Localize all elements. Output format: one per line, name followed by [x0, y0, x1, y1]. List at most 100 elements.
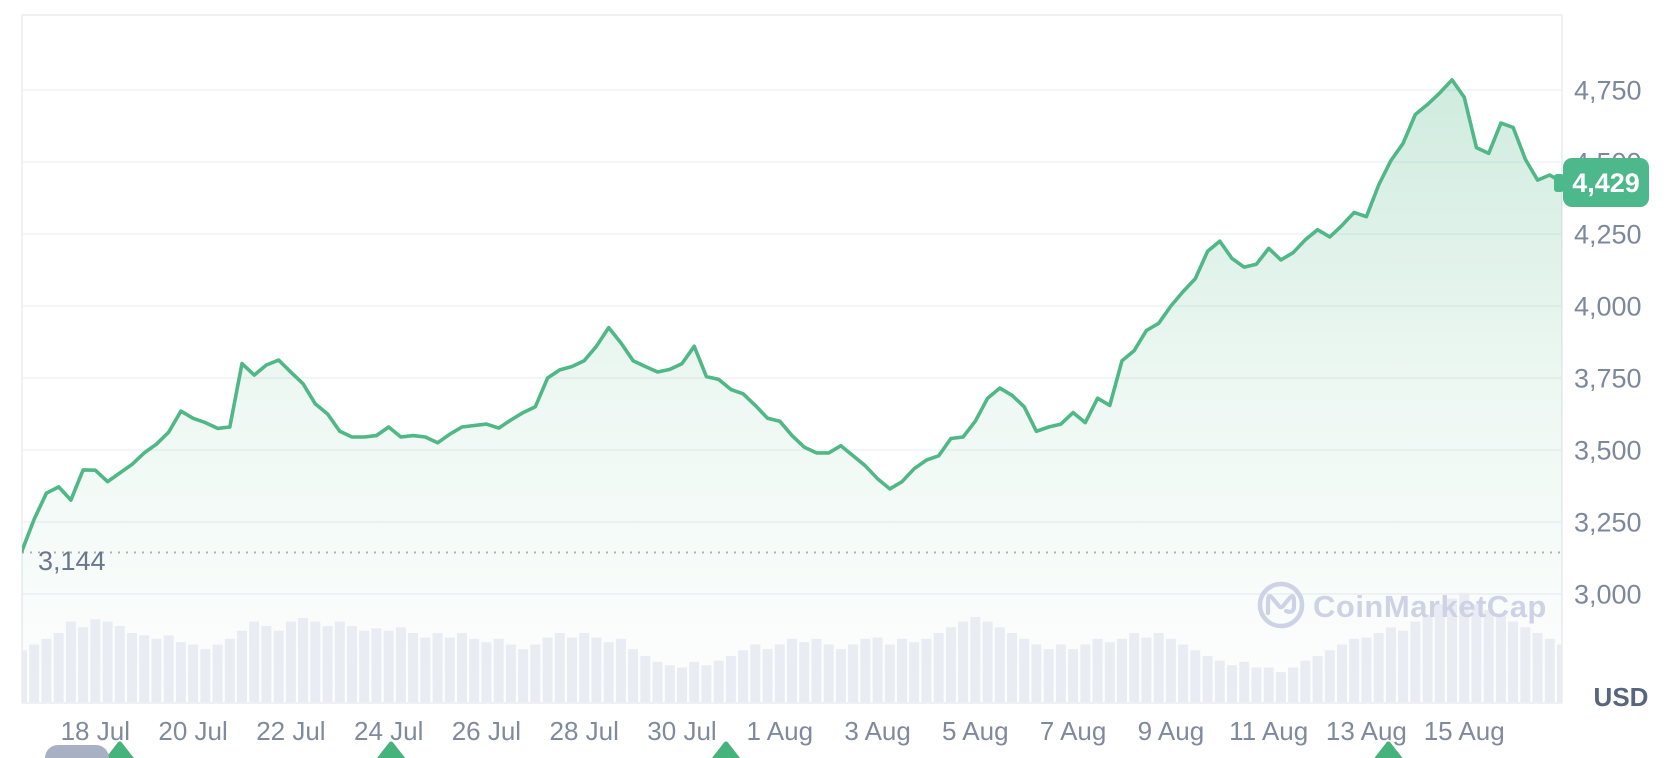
volume-bar: [811, 638, 822, 703]
volume-bar: [1202, 656, 1213, 702]
x-tick-label: 15 Aug: [1424, 716, 1505, 746]
volume-bar: [701, 665, 712, 702]
price-area: [22, 79, 1562, 702]
volume-bar: [884, 644, 895, 702]
y-tick-label: 4,750: [1574, 76, 1642, 106]
volume-bar: [65, 621, 76, 702]
volume-bar: [90, 619, 101, 702]
volume-bar: [1349, 638, 1360, 703]
volume-bar: [860, 638, 871, 703]
period-low-annotation: 3,144: [22, 546, 1562, 576]
volume-bar: [505, 644, 516, 702]
volume-bar: [921, 638, 932, 703]
volume-bar: [1068, 649, 1079, 702]
volume-bar: [762, 649, 773, 702]
volume-bar: [432, 633, 443, 702]
volume-bar: [78, 627, 89, 703]
volume-bar: [1508, 621, 1519, 702]
volume-bar: [237, 630, 247, 702]
x-tick-label: 1 Aug: [747, 716, 814, 746]
price-area-layer: [22, 79, 1562, 702]
volume-bar: [725, 656, 736, 702]
volume-bar: [224, 638, 235, 703]
x-axis: 18 Jul 20 Jul 22 Jul 24 Jul 26 Jul 28 Jul 30 J…: [61, 716, 1505, 746]
event-marker-icon[interactable]: [377, 741, 406, 758]
x-tick-label: 24 Jul: [354, 716, 423, 746]
volume-bar: [1410, 621, 1421, 702]
volume-bar: [628, 649, 639, 702]
volume-bar: [249, 621, 260, 702]
volume-bar: [1190, 650, 1201, 703]
volume-bar: [1544, 638, 1555, 703]
event-markers[interactable]: [105, 741, 1403, 758]
x-tick-label: 30 Jul: [647, 716, 716, 746]
y-tick-label: 3,750: [1574, 364, 1642, 394]
volume-bar: [1337, 644, 1347, 702]
volume-bar: [420, 637, 431, 702]
volume-bar: [41, 638, 52, 703]
volume-bar: [909, 642, 920, 702]
volume-bar: [1324, 650, 1335, 703]
volume-bar: [1092, 638, 1103, 703]
volume-bar: [603, 642, 614, 702]
x-tick-label: 3 Aug: [844, 716, 911, 746]
x-tick-label: 20 Jul: [158, 716, 227, 746]
volume-bar: [1129, 633, 1140, 702]
volume-bar: [982, 621, 993, 702]
volume-bar: [664, 665, 675, 702]
volume-bar: [872, 637, 883, 702]
volume-bar: [29, 644, 40, 702]
volume-bar: [677, 667, 687, 702]
volume-bar: [689, 661, 700, 703]
volume-bar: [823, 644, 834, 702]
volume-bar: [273, 630, 284, 702]
y-tick-label: 3,000: [1574, 580, 1642, 610]
volume-bar: [175, 642, 186, 702]
volume-bar: [530, 644, 541, 702]
current-price-value: 4,429: [1572, 168, 1640, 198]
volume-bar: [139, 635, 150, 702]
volume-bar: [1471, 604, 1482, 703]
volume-bar: [1055, 644, 1066, 702]
volume-bar: [1385, 627, 1396, 703]
volume-bar: [163, 635, 174, 702]
volume-bar: [1019, 638, 1030, 703]
period-low-label: 3,144: [38, 546, 106, 576]
volume-bar: [457, 633, 467, 702]
volume-bar: [1373, 633, 1384, 702]
volume-bar: [1483, 610, 1494, 702]
volume-bar: [1520, 627, 1531, 703]
volume-bar: [188, 644, 199, 702]
volume-bar: [298, 618, 309, 702]
volume-bar: [640, 656, 651, 702]
volume-bar: [970, 616, 981, 702]
event-marker-icon[interactable]: [1374, 741, 1403, 758]
volume-bar: [945, 627, 956, 703]
event-marker-icon[interactable]: [711, 741, 741, 758]
x-tick-label: 18 Jul: [61, 716, 130, 746]
volume-bar: [1447, 598, 1457, 702]
volume-bar: [897, 638, 907, 703]
volume-bar: [591, 637, 602, 702]
volume-bar: [347, 626, 357, 702]
chart-scrollbar-handle[interactable]: [45, 745, 109, 758]
event-marker-icon[interactable]: [105, 741, 134, 758]
volume-bar: [933, 633, 944, 702]
y-tick-label: 3,250: [1574, 508, 1642, 538]
volume-bar: [200, 649, 211, 702]
volume-bar: [1007, 633, 1017, 702]
x-tick-label: 28 Jul: [550, 716, 619, 746]
y-tick-label: 4,250: [1574, 220, 1642, 250]
volume-bar: [1214, 660, 1225, 702]
volume-bar: [114, 626, 125, 702]
volume-bar: [652, 661, 663, 703]
volume-bar: [310, 621, 321, 702]
volume-bar: [994, 627, 1005, 703]
volume-bar: [1178, 644, 1189, 702]
volume-bar: [1495, 615, 1506, 703]
x-tick-label: 26 Jul: [452, 716, 521, 746]
volume-bar: [615, 638, 626, 703]
